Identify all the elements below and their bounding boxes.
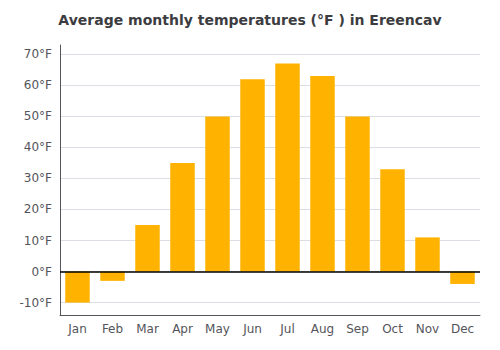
svg-text:Jan: Jan	[67, 322, 87, 336]
svg-text:Mar: Mar	[136, 322, 159, 336]
svg-text:Jul: Jul	[279, 322, 294, 336]
svg-text:Oct: Oct	[382, 322, 403, 336]
svg-text:Jun: Jun	[242, 322, 262, 336]
svg-text:Feb: Feb	[102, 322, 123, 336]
svg-text:60°F: 60°F	[24, 78, 52, 92]
svg-text:May: May	[205, 322, 230, 336]
svg-text:40°F: 40°F	[24, 140, 52, 154]
svg-text:0°F: 0°F	[31, 265, 52, 279]
svg-text:10°F: 10°F	[24, 234, 52, 248]
svg-text:Nov: Nov	[416, 322, 439, 336]
svg-text:50°F: 50°F	[24, 109, 52, 123]
svg-text:70°F: 70°F	[24, 47, 52, 61]
svg-text:Aug: Aug	[311, 322, 334, 336]
svg-text:Dec: Dec	[451, 322, 474, 336]
svg-text:Sep: Sep	[346, 322, 369, 336]
svg-text:-10°F: -10°F	[19, 296, 52, 310]
svg-text:30°F: 30°F	[24, 171, 52, 185]
svg-text:Apr: Apr	[172, 322, 193, 336]
svg-text:20°F: 20°F	[24, 202, 52, 216]
svg-text:Average monthly temperatures (: Average monthly temperatures (°F ) in Er…	[58, 12, 441, 28]
